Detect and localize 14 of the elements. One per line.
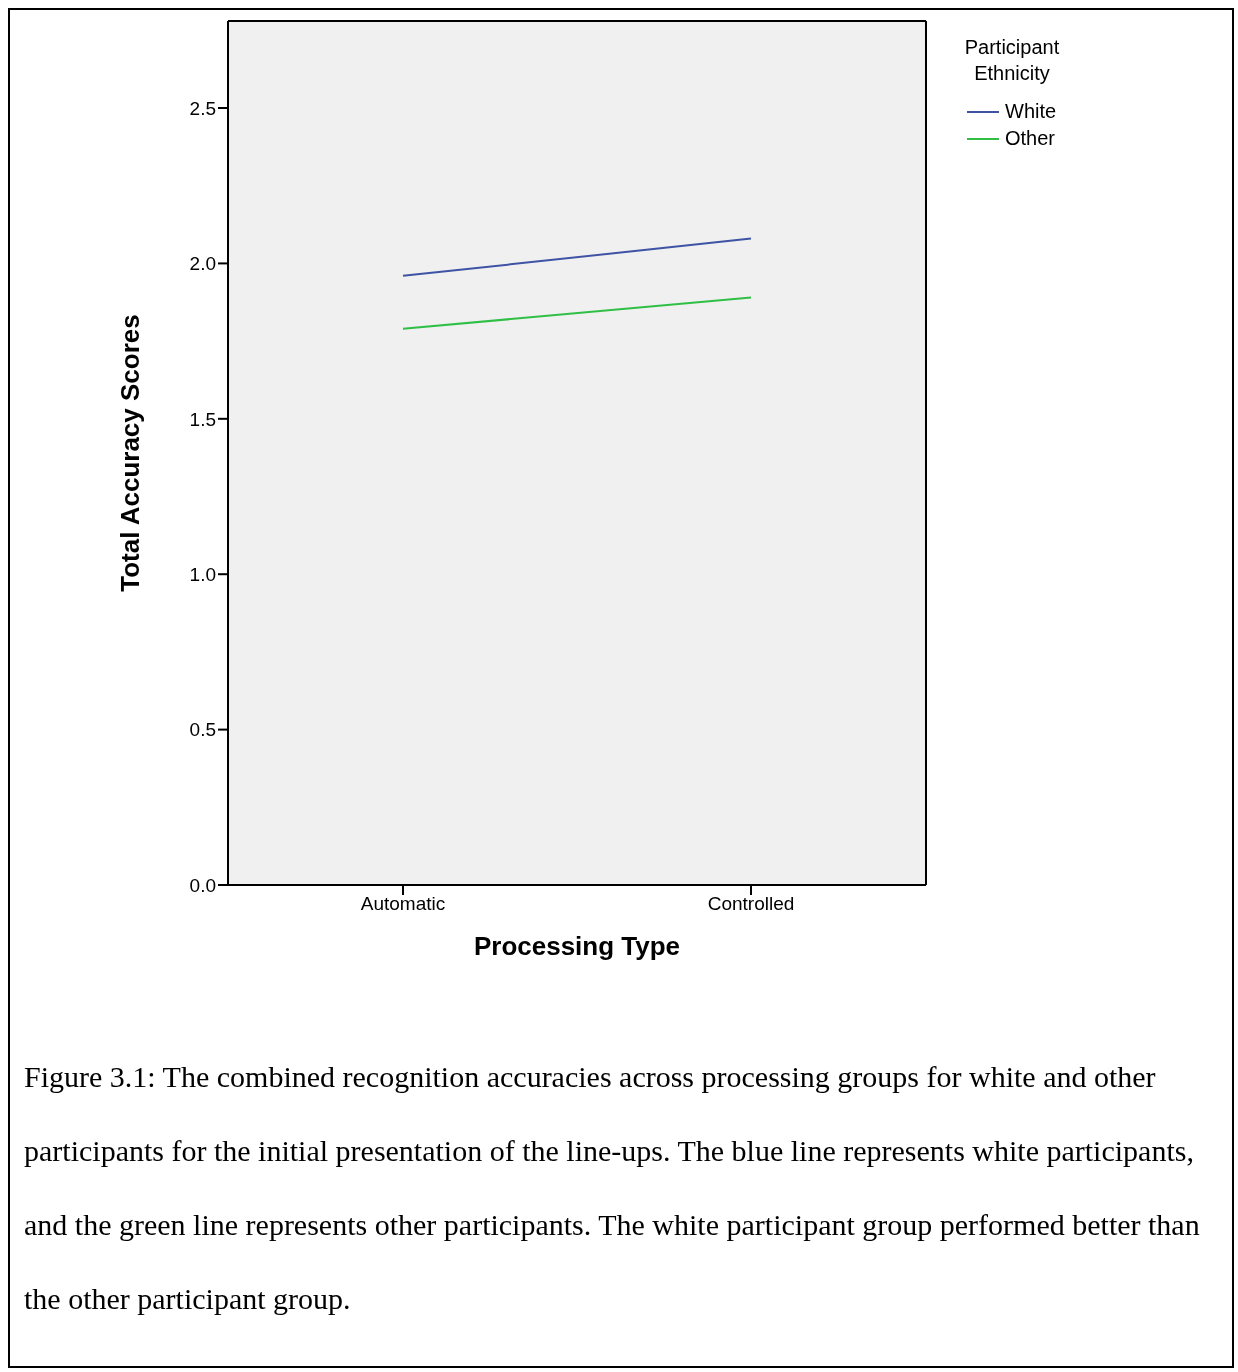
y-tick-label: 1.5 <box>189 408 216 430</box>
legend-label: Other <box>1005 127 1056 150</box>
text: Figure 3.1: The combined recognition accuracies across processing groups for white and other participants for the initial presentation of the line-ups. The blue line represents white participants, and the green line represents other participants. The white participant group performed better than the other participant group. <box>24 1060 1200 1315</box>
legend-label: White <box>1005 100 1057 123</box>
y-tick-label: 0.5 <box>189 719 216 741</box>
y-tick-label: 2.0 <box>189 253 216 275</box>
y-tick-label: 1.0 <box>189 563 216 585</box>
y-tick-label: 0.0 <box>189 874 216 896</box>
x-tick-label: Controlled <box>707 893 795 915</box>
x-tick-label: Automatic <box>360 893 446 915</box>
x-axis-title: Processing Type <box>473 931 681 961</box>
y-axis-title: Total Accuracy Scores <box>115 314 146 592</box>
y-tick-label: 2.5 <box>189 97 216 119</box>
legend-title: Participant Ethnicity <box>963 35 1061 86</box>
